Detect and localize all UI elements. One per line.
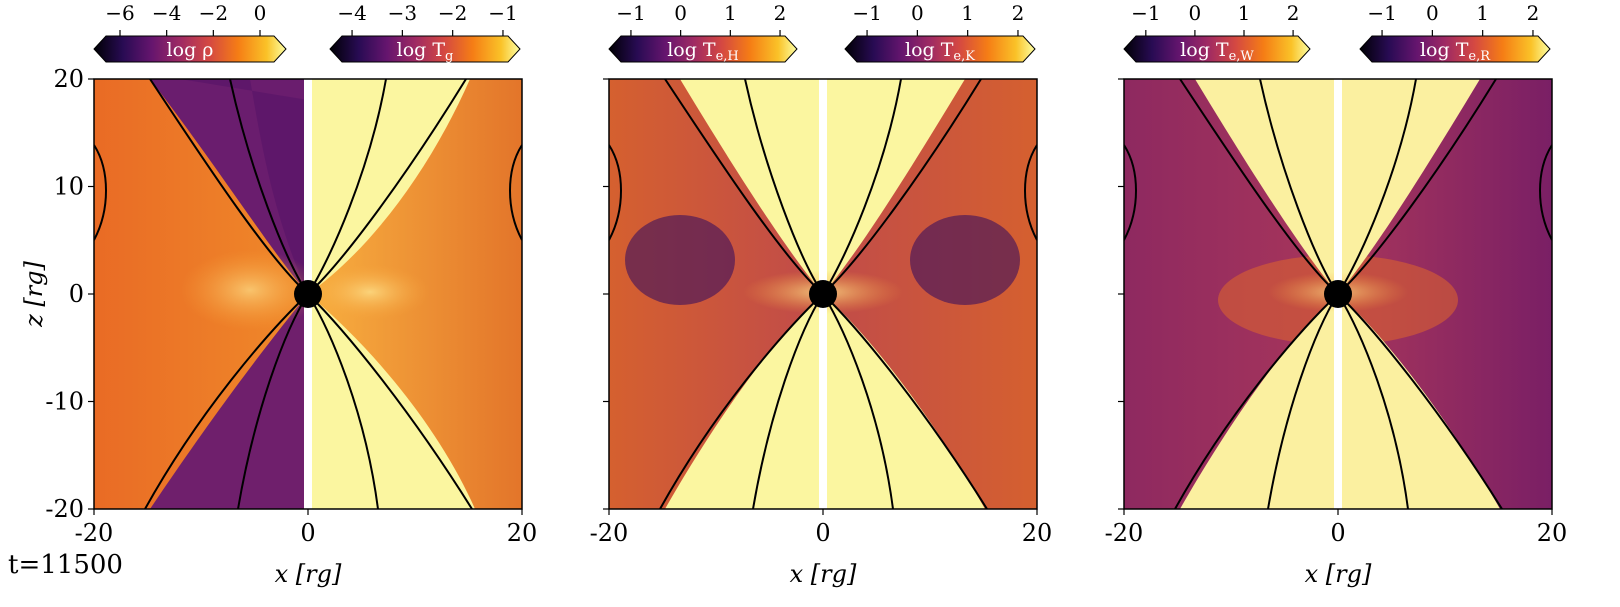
panel-1-core-glow [310,264,430,320]
colorbar-3-left-tick-label: 2 [1287,1,1300,25]
panel-3 [1123,78,1553,510]
y-tick-label: -10 [45,388,84,416]
colorbar-2-right-tick-label: 0 [911,1,924,25]
colorbar-2-left: log Te,H −1 0 1 2 [608,1,798,64]
x-tick-label: 20 [1537,519,1568,547]
panel-2-black-hole [809,280,837,308]
colorbar-2-left-tick-label: 2 [774,1,787,25]
panel-3-black-hole [1324,280,1352,308]
x-axis-label: x [rg] [790,560,857,588]
colorbar-3-right-label: log Te,R [1420,39,1491,64]
panel-2-cool-right [910,215,1020,305]
panel-1 [93,78,523,510]
colorbar-1-left-label: log ρ [167,39,214,61]
panel-2-heatmap [609,79,1037,509]
panel-2-cool-left [625,215,735,305]
colorbar-1-left-tick-label: −6 [105,1,134,25]
y-tick-label: 10 [53,173,84,201]
colorbar-2-right-bar [844,35,1036,63]
colorbar-2-right-tick-label: 1 [961,1,974,25]
colorbar-1-left-bar [93,35,287,63]
x-tick-label: -20 [75,519,114,547]
colorbar-1-right-tick-label: −4 [337,1,366,25]
colorbar-1-right: log Tg −4 −3 −2 −1 [329,1,521,64]
colorbar-2-right-tick-label: −1 [852,1,881,25]
colorbar-3-right-tick-label: −1 [1367,1,1396,25]
panel-2 [608,78,1038,510]
colorbar-3-right-tick-label: 0 [1426,1,1439,25]
colorbar-3-left-tick-label: 1 [1238,1,1251,25]
colorbar-3-right-tick-label: 2 [1527,1,1540,25]
colorbar-1-left: log ρ −6 −4 −2 0 [93,1,287,63]
colorbar-2-left-tick-label: −1 [616,1,645,25]
panel-1-hot-lower [308,294,475,509]
colorbar-2-right-tick-label: 2 [1012,1,1025,25]
x-tick-label: 20 [507,519,538,547]
axes: -20 0 20 20 10 0 -10 -20 x [rg] -20 0 20 x [rg] -20 0 2… [20,65,1567,588]
colorbar-2-left-tick-label: 0 [674,1,687,25]
colorbar-1-right-tick-label: −1 [488,1,517,25]
colorbar-3-left-tick-label: −1 [1131,1,1160,25]
colorbar-3-right: log Te,R −1 0 1 2 [1359,1,1551,64]
colorbar-2-left-bar [608,35,798,63]
colorbar-2-left-label: log Te,H [667,39,739,64]
colorbar-3-left-label: log Te,W [1180,39,1254,64]
x-tick-label: 0 [815,519,830,547]
x-tick-label: 20 [1022,519,1053,547]
panel-1-hot-upper [308,79,470,294]
x-tick-label: -20 [1105,519,1144,547]
colorbar-2-right-label: log Te,K [905,39,975,64]
colorbar-2-left-tick-label: 1 [724,1,737,25]
panel-2-axes: -20 0 20 x [rg] [590,78,1053,588]
panel-3-axes: -20 0 20 x [rg] [1105,78,1568,588]
y-tick-label: 0 [69,280,84,308]
colorbar-2-right: log Te,K −1 0 1 2 [844,1,1036,64]
colorbar-1-right-tick-label: −3 [388,1,417,25]
panel-1-funnel-lower [150,294,308,509]
colorbar-3-right-tick-label: 1 [1476,1,1489,25]
panel-3-heatmap [1124,79,1552,509]
colorbar-3-right-bar [1359,35,1551,63]
colorbar-1-right-tick-label: −2 [438,1,467,25]
x-tick-label: 0 [1330,519,1345,547]
panel-1-heatmap [94,79,522,509]
colorbar-1-left-tick-label: −4 [152,1,181,25]
y-tick-label: -20 [45,495,84,523]
colorbar-1-right-bar [329,35,521,63]
y-axis-label: z [rg] [20,260,48,327]
panel-1-funnel-deep [180,79,308,294]
x-tick-label: 0 [300,519,315,547]
time-label: t=11500 [8,550,123,580]
colorbar-3-left: log Te,W −1 0 1 2 [1123,1,1311,64]
colorbar-3-left-bar [1123,35,1311,63]
colorbar-1-right-label: log Tg [397,39,454,64]
x-axis-label: x [rg] [1305,560,1372,588]
x-axis-label: x [rg] [275,560,342,588]
colorbar-1-left-tick-label: 0 [254,1,267,25]
colorbar-1-left-tick-label: −2 [199,1,228,25]
panel-1-black-hole [294,280,322,308]
panel-1-axes: -20 0 20 20 10 0 -10 -20 x [rg] [45,65,537,588]
y-tick-label: 20 [53,65,84,93]
x-tick-label: -20 [590,519,629,547]
colorbar-3-left-tick-label: 0 [1189,1,1202,25]
